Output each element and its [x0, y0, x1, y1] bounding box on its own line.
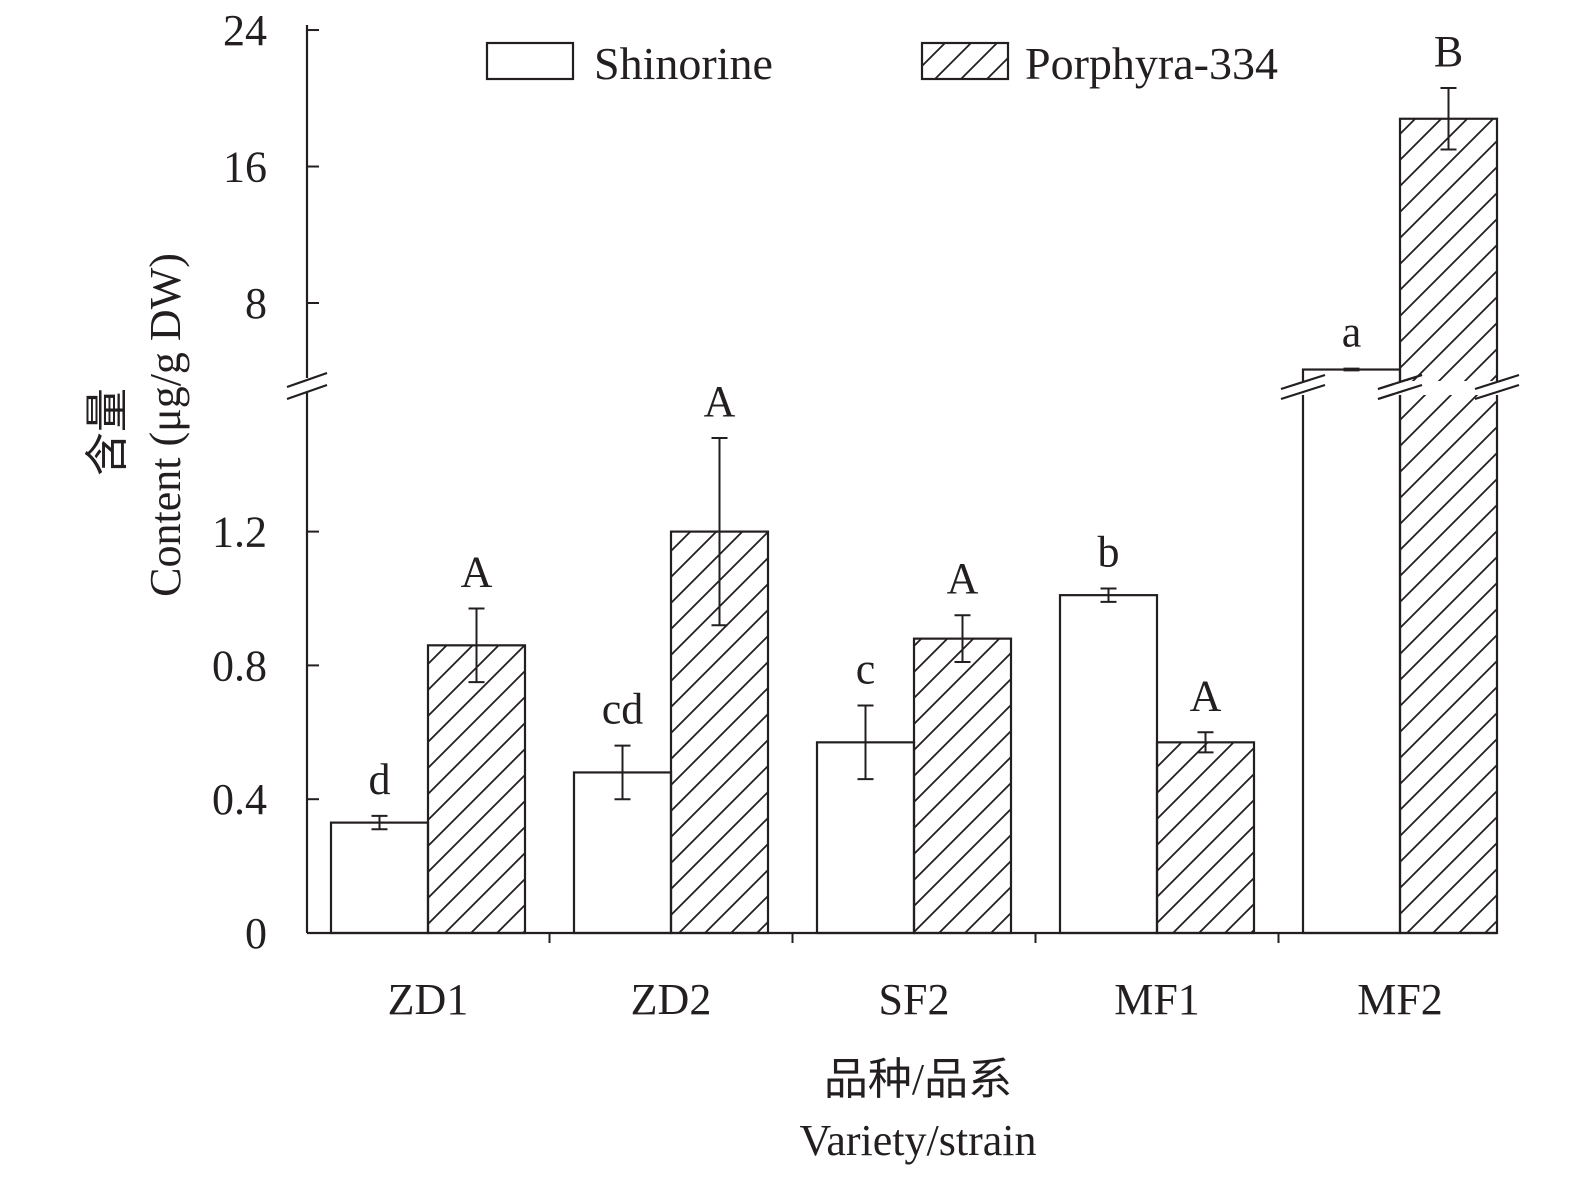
error-bar	[1197, 731, 1214, 754]
bar-porphyra-334-mf1	[1155, 741, 1256, 935]
significance-letter: A	[947, 554, 979, 603]
x-tick-label: MF2	[1357, 975, 1443, 1024]
significance-letter: B	[1434, 27, 1463, 76]
y-tick-label: 0	[245, 909, 267, 958]
x-tick-label: SF2	[879, 975, 950, 1024]
error-bar	[954, 614, 971, 664]
y-axis-label: Content (μg/g DW)	[141, 253, 190, 597]
legend-swatch-porphyra	[920, 41, 1010, 81]
x-axis-label-cn: 品种/品系	[824, 1055, 1012, 1104]
x-axis-label: Variety/strain	[799, 1116, 1036, 1165]
significance-letter: A	[704, 377, 736, 426]
y-axis-label-cn: 含量	[83, 388, 132, 476]
significance-letter: c	[856, 645, 876, 694]
significance-letter: d	[369, 755, 391, 804]
error-bar	[857, 704, 874, 781]
y-tick-label: 8	[245, 279, 267, 328]
legend-swatch-shinorine	[485, 41, 575, 81]
significance-letter: b	[1098, 527, 1120, 576]
significance-letter: cd	[602, 685, 644, 734]
bar-porphyra-334-sf2	[912, 637, 1013, 935]
y-tick-label: 1.2	[212, 508, 267, 557]
legend: Shinorine Porphyra-334	[485, 38, 1278, 89]
significance-letter: A	[1190, 671, 1222, 720]
bar-porphyra-334-mf2	[1398, 117, 1499, 935]
y-tick-label: 0.4	[212, 775, 267, 824]
error-bar	[371, 814, 388, 831]
bar-break-mark	[1377, 373, 1520, 401]
bar-break-mark	[1280, 373, 1423, 401]
significance-letter: A	[461, 548, 493, 597]
error-bar	[711, 436, 728, 627]
y-tick-label: 16	[223, 143, 267, 192]
error-bar	[1343, 367, 1360, 372]
y-axis-break-mark	[286, 371, 328, 401]
error-bar	[468, 607, 485, 684]
bar-shinorine-mf1	[1058, 594, 1159, 935]
error-bar	[1440, 87, 1457, 151]
legend-label-shinorine: Shinorine	[594, 38, 773, 89]
x-tick-label: MF1	[1114, 975, 1200, 1024]
x-tick-label: ZD2	[631, 975, 712, 1024]
significance-letter: a	[1342, 308, 1362, 357]
x-tick-label: ZD1	[388, 975, 469, 1024]
y-tick-label: 24	[223, 6, 267, 55]
bar-shinorine-mf2	[1301, 368, 1402, 935]
bar-shinorine-zd1	[329, 821, 430, 935]
legend-label-porphyra: Porphyra-334	[1025, 38, 1278, 89]
error-bar	[614, 744, 631, 801]
bar-porphyra-334-zd1	[426, 644, 527, 935]
error-bar	[1100, 587, 1117, 603]
y-tick-label: 0.8	[212, 641, 267, 690]
